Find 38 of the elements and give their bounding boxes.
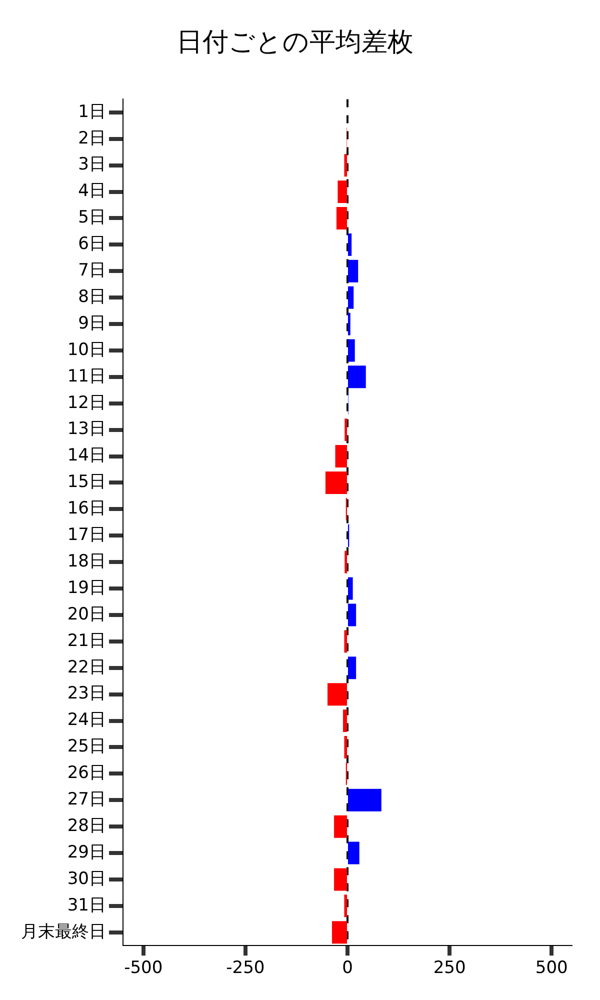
x-tick-label: 0 [342,958,353,978]
y-tick-label: 10日 [67,340,106,360]
y-tick-label: 2日 [78,128,106,148]
y-tick-label: 3日 [78,154,106,175]
y-tick-label: 30日 [67,868,106,889]
y-tick-label: 5日 [78,208,106,228]
y-tick-label: 26日 [67,763,106,784]
y-tick-label: 8日 [78,286,106,307]
y-tick-label: 20日 [67,604,106,624]
y-tick-label: 11日 [67,366,106,386]
x-tick-label: 250 [433,958,466,978]
y-tick-label: 月末最終日 [21,922,106,942]
x-tick-label: 500 [535,958,568,978]
y-tick-label: 16日 [67,498,106,519]
y-tick-label: 21日 [67,630,106,651]
y-tick-label: 9日 [78,313,106,334]
y-tick-label: 1日 [78,102,106,122]
y-tick-label: 4日 [78,181,106,202]
y-tick-label: 7日 [78,260,106,281]
y-tick-label: 27日 [67,790,106,810]
y-tick-label: 24日 [67,710,106,730]
y-tick-label: 17日 [67,525,106,546]
y-tick-label: 12日 [67,392,106,413]
y-tick-label: 18日 [67,551,106,572]
y-tick-label: 19日 [67,578,106,598]
y-tick-label: 14日 [67,446,106,466]
y-tick-label: 25日 [67,736,106,757]
x-tick-label: -500 [124,958,163,978]
y-tick-label: 23日 [67,684,106,704]
y-tick-label: 6日 [78,234,106,254]
y-tick-label: 22日 [67,657,106,678]
y-tick-label: 31日 [67,895,106,916]
chart-title: 日付ごとの平均差枚 [176,27,414,58]
x-tick-label: -250 [226,958,265,978]
y-tick-label: 13日 [67,419,106,440]
y-tick-label: 29日 [67,842,106,862]
y-tick-label: 28日 [67,816,106,836]
y-tick-label: 15日 [67,472,106,492]
